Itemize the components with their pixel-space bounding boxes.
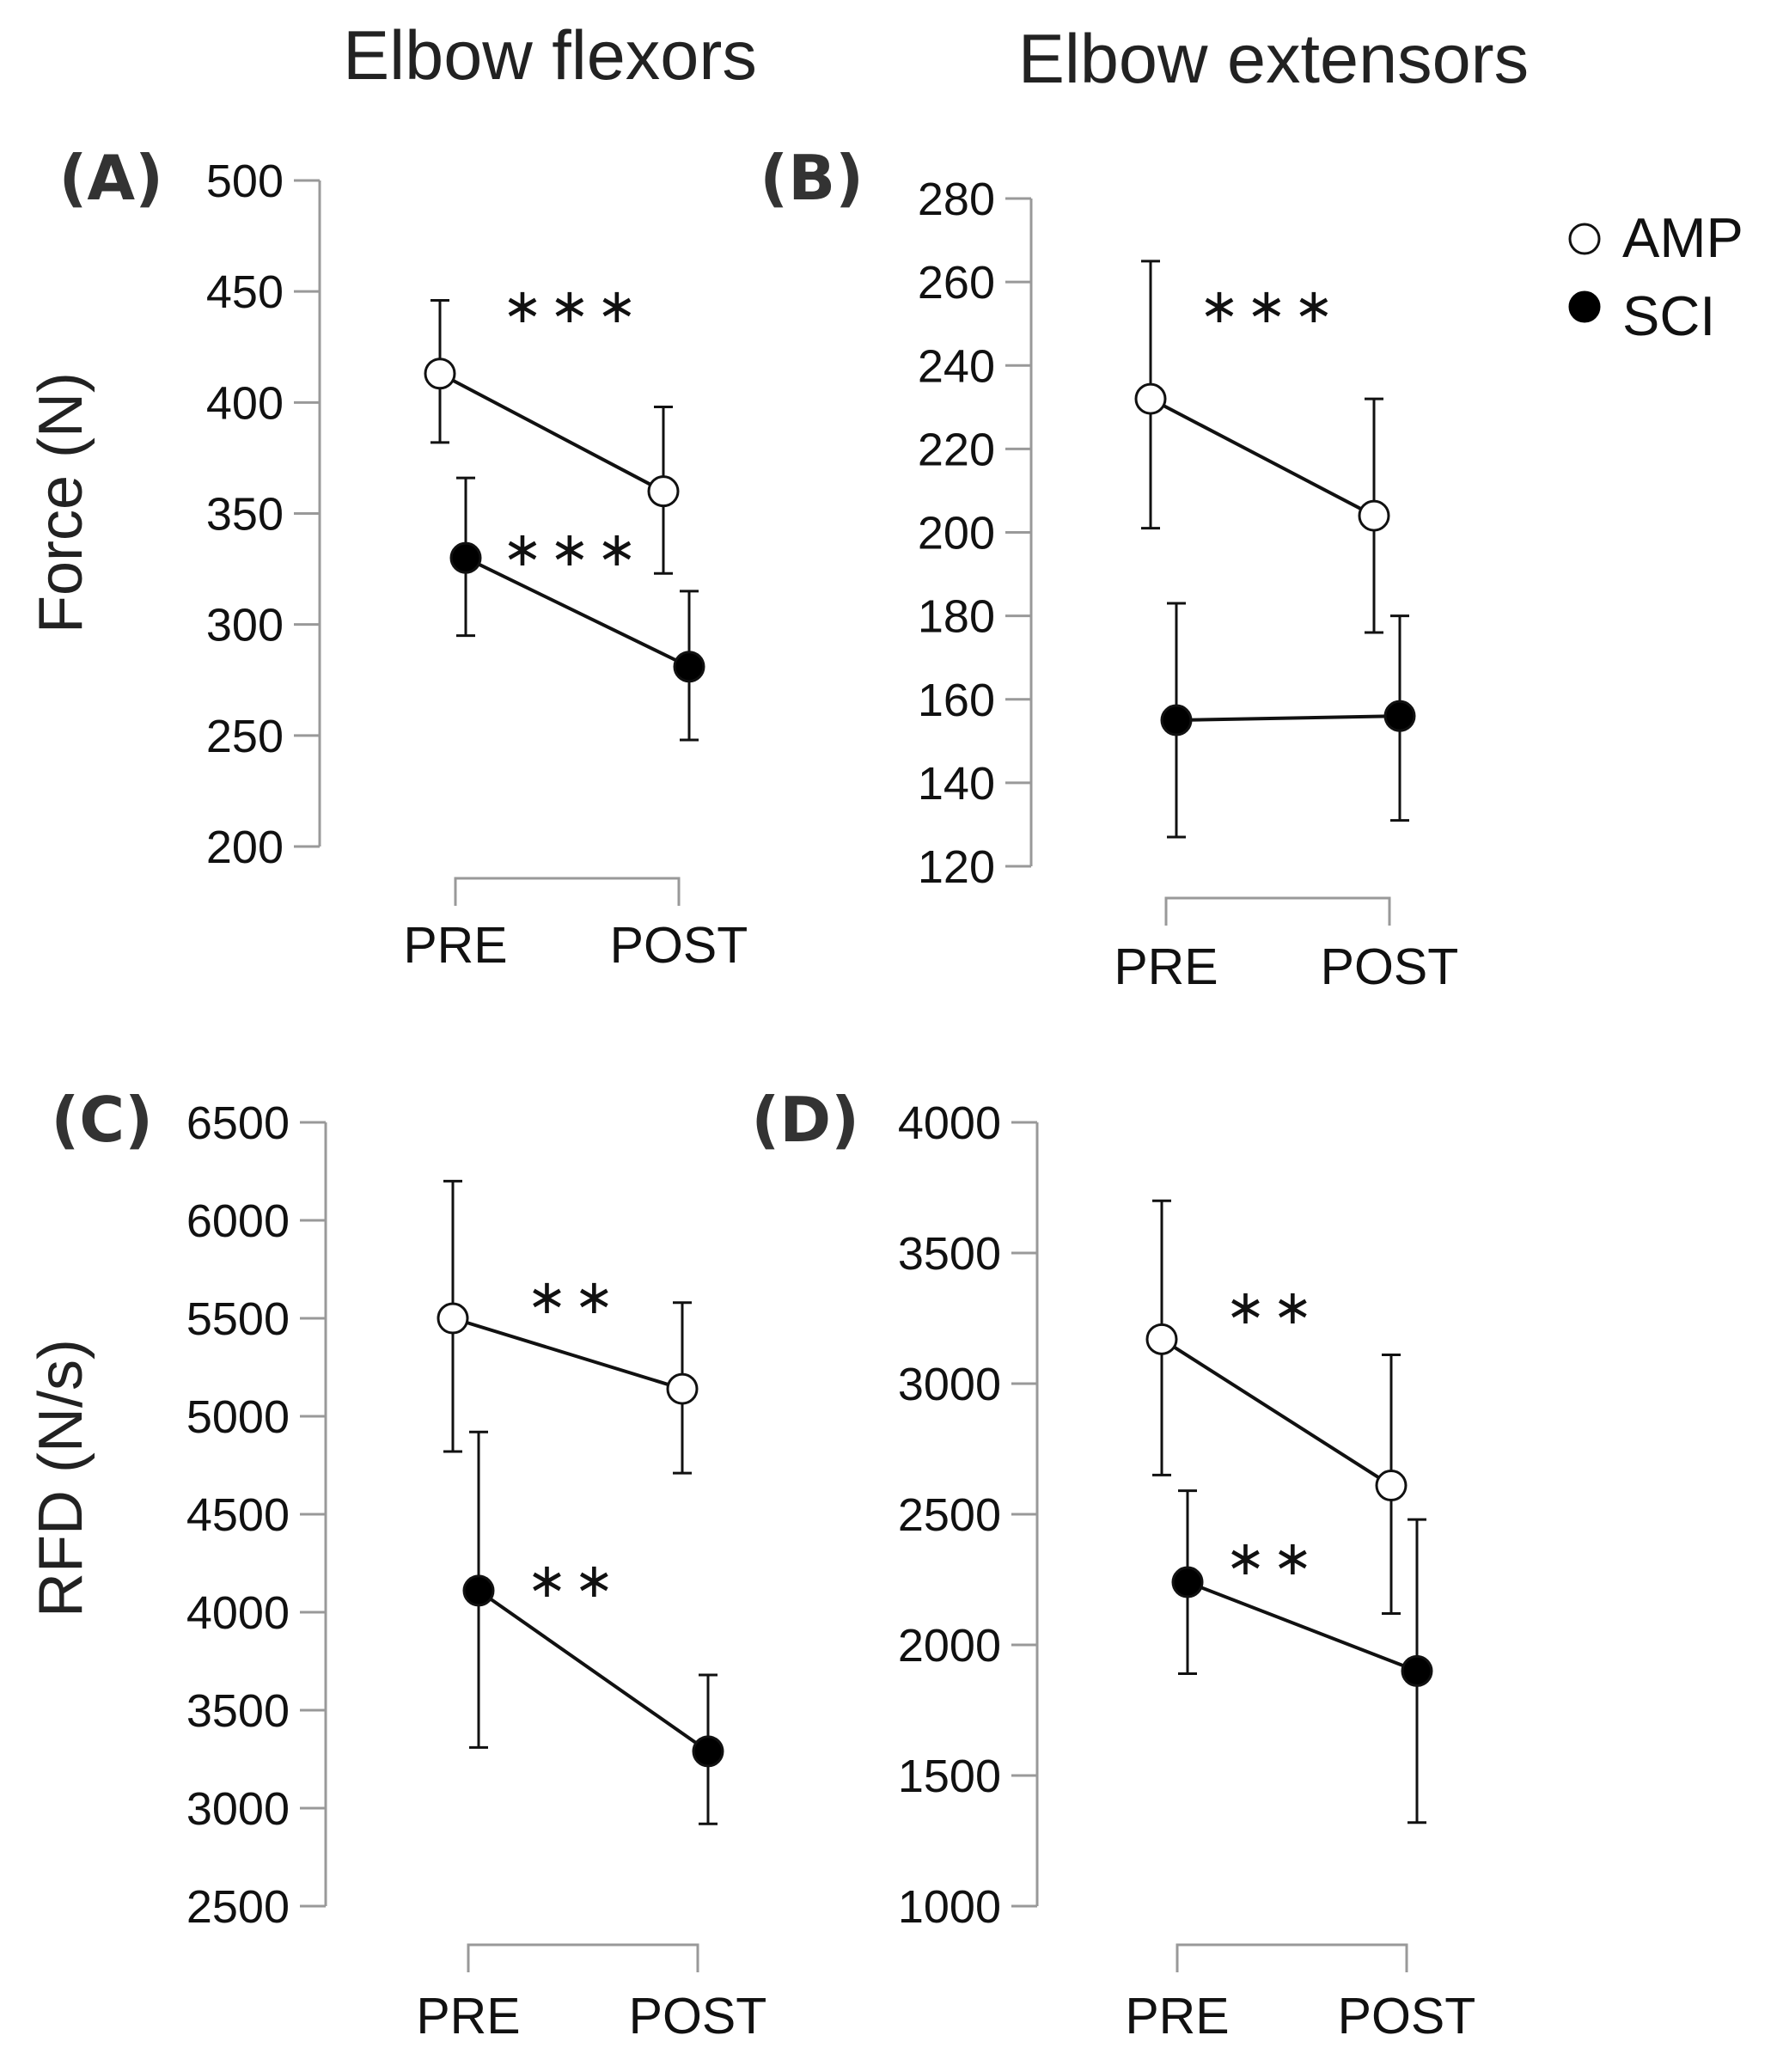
significance-label: ∗∗ [527,1553,621,1609]
y-tick-label: 220 [918,424,995,475]
data-point-sci [1171,1566,1204,1598]
y-tick-label: 500 [206,156,284,207]
y-tick-label: 200 [206,822,284,873]
x-tick-label: PRE [416,1988,520,2044]
y-tick-label: 3000 [186,1783,290,1835]
data-point-sci [1383,700,1416,732]
data-point-sci [1160,704,1193,737]
y-tick-label: 450 [206,266,284,318]
series-line-amp [1160,1337,1393,1488]
y-tick-label: 350 [206,489,284,541]
y-tick-label: 6500 [186,1097,290,1149]
x-axis-bracket [467,1943,699,1972]
y-tick-label: 2000 [898,1620,1001,1672]
panel-label: (B) [760,142,864,214]
x-tick-label: POST [629,1988,767,2044]
y-tick-label: 280 [918,174,995,225]
series-line-amp [452,1317,683,1391]
y-tick-label: 4000 [186,1587,290,1639]
y-tick-label: 2500 [898,1489,1001,1541]
y-tick-label: 5000 [186,1391,290,1443]
series-line-sci [1187,1580,1418,1673]
data-point-amp [1134,382,1167,415]
x-tick-label: POST [1338,1988,1476,2044]
ylabel-force: Force (N) [27,372,95,633]
y-tick-label: 260 [918,257,995,309]
data-point-amp [1358,499,1390,532]
y-tick-label: 3000 [898,1359,1001,1410]
y-tick-label: 300 [206,600,284,651]
y-tick-label: 4000 [898,1097,1001,1149]
legend-sci-marker [1568,290,1601,323]
data-point-sci [673,651,705,683]
series-line-amp [439,371,664,493]
y-tick-label: 3500 [898,1228,1001,1280]
y-tick-label: 1500 [898,1751,1001,1802]
y-tick-label: 2500 [186,1881,290,1933]
legend-amp-marker [1568,223,1601,255]
x-axis-bracket [1164,896,1391,926]
series-line-sci [477,1589,710,1753]
data-point-amp [647,475,680,508]
y-tick-label: 180 [918,591,995,643]
y-tick-label: 6000 [186,1195,290,1247]
significance-label: ∗∗ [1225,1531,1320,1586]
panel-label: (A) [58,142,163,214]
x-tick-label: POST [610,917,748,974]
panel-c: (C) 6500 6000 5500 5000 4500 4000 3500 3000 2500 P… [51,1084,766,2044]
y-tick-label: 140 [918,758,995,810]
significance-label: ∗∗∗ [1200,278,1341,334]
series-line-amp [1150,397,1375,517]
column-title-flexors: Elbow flexors [343,17,757,95]
data-point-amp [437,1302,469,1335]
x-tick-label: PRE [403,917,507,974]
y-tick-label: 5500 [186,1293,290,1345]
significance-label: ∗∗ [527,1269,621,1325]
data-point-sci [462,1574,495,1607]
y-tick-label: 400 [206,377,284,429]
y-tick-label: 3500 [186,1685,290,1737]
panel-a: (A) 500 450 400 350 300 250 200 PRE POST ∗∗∗ ∗∗∗ [58,142,748,974]
data-point-amp [424,358,456,390]
column-title-extensors: Elbow extensors [1018,21,1529,98]
legend-amp-label: AMP [1622,206,1743,269]
data-point-amp [666,1372,699,1405]
data-point-sci [449,541,482,574]
x-axis-bracket [454,877,681,906]
x-axis-bracket [1176,1943,1408,1972]
series-line-sci [1176,714,1401,723]
significance-label: ∗∗∗ [503,278,644,334]
legend-sci-label: SCI [1622,284,1715,347]
data-point-amp [1145,1323,1178,1355]
series-line-sci [465,556,690,669]
data-point-sci [1401,1654,1433,1687]
x-tick-label: PRE [1114,938,1218,995]
y-tick-label: 160 [918,675,995,726]
data-point-sci [692,1735,724,1768]
legend: AMP SCI [1568,206,1743,347]
x-tick-label: PRE [1125,1988,1229,2044]
significance-label: ∗∗∗ [503,522,644,578]
x-tick-label: POST [1321,938,1459,995]
y-tick-label: 4500 [186,1489,290,1541]
y-tick-label: 240 [918,340,995,392]
y-tick-label: 200 [918,508,995,559]
data-point-amp [1375,1470,1408,1502]
y-tick-label: 1000 [898,1881,1001,1933]
y-tick-label: 120 [918,841,995,893]
panel-label: (C) [51,1084,153,1156]
panel-d: (D) 4000 3500 3000 2500 2000 1500 1000 PRE POST ∗∗… [751,1084,1475,2044]
ylabel-rfd: RFD (N/s) [27,1339,95,1617]
panel-b: (B) 280 260 240 220 200 180 160 140 120 PRE POST ∗∗∗ [760,142,1458,995]
panel-label: (D) [751,1084,859,1156]
y-tick-label: 250 [206,711,284,762]
significance-label: ∗∗ [1225,1280,1320,1335]
